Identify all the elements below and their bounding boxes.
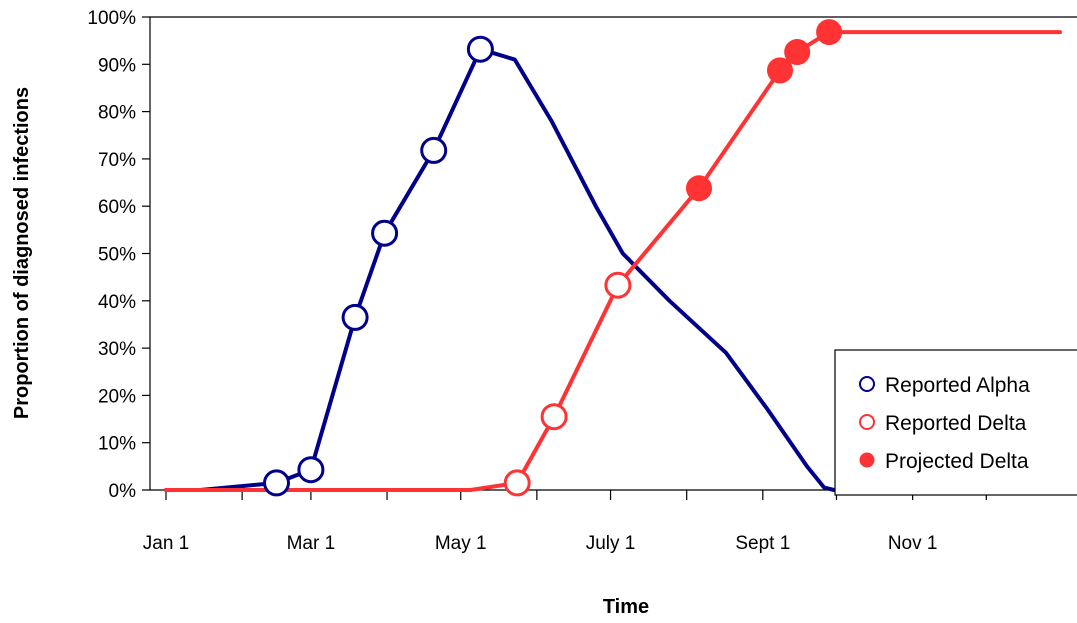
markers	[263, 19, 843, 497]
x-axis-title: Time	[603, 596, 649, 618]
x-tick-label: Mar 1	[287, 533, 336, 554]
alpha-curve	[164, 47, 836, 492]
reported-alpha-point	[341, 303, 369, 331]
reported-alpha-point	[466, 35, 494, 63]
y-axis-title: Proportion of diagnosed infections	[11, 87, 33, 419]
delta-curve	[164, 30, 1062, 492]
y-tick-label: 80%	[98, 103, 136, 124]
reported-delta-point	[503, 469, 531, 497]
x-tick-label: Jan 1	[143, 533, 189, 554]
x-tick-label: Sept 1	[735, 533, 790, 554]
reported-alpha-point	[371, 219, 399, 247]
legend-label-projected-delta: Projected Delta	[885, 450, 1029, 473]
projected-delta-point	[686, 175, 712, 202]
reported-delta-point	[540, 403, 568, 431]
y-tick-label: 50%	[98, 245, 136, 266]
y-tick-label: 40%	[98, 292, 136, 313]
legend-box	[834, 349, 1077, 496]
legend-marker-reported-alpha	[859, 376, 875, 392]
y-tick-label: 60%	[98, 197, 136, 218]
reported-alpha-point	[263, 469, 290, 497]
reported-alpha-point	[297, 456, 325, 484]
y-tick-label: 0%	[109, 481, 137, 502]
projected-delta-point	[784, 39, 811, 65]
x-tick-label: Nov 1	[888, 533, 938, 554]
legend-label-reported-delta: Reported Delta	[885, 412, 1027, 435]
y-tick-label: 10%	[98, 434, 136, 455]
reported-alpha-point	[420, 136, 448, 164]
y-tick-label: 100%	[87, 8, 136, 29]
x-tick-label: July 1	[586, 533, 636, 554]
legend-label-reported-alpha: Reported Alpha	[885, 374, 1030, 397]
y-tick-label: 20%	[98, 386, 136, 407]
y-axis: 0% 10% 20% 30% 40% 50% 60% 70% 80% 90% 100%	[87, 8, 150, 502]
legend-marker-projected-delta	[859, 452, 875, 468]
legend: Reported Alpha Reported Delta Projected De…	[834, 349, 1077, 496]
legend-marker-reported-delta	[859, 414, 875, 430]
y-tick-label: 90%	[98, 55, 136, 76]
y-tick-label: 30%	[98, 339, 136, 360]
x-tick-label: May 1	[435, 533, 487, 554]
y-tick-label: 70%	[98, 150, 136, 171]
projected-delta-point	[767, 57, 793, 84]
x-axis: Jan 1 Mar 1 May 1 July 1 Sept 1 Nov 1	[143, 490, 987, 554]
reported-delta-point	[604, 271, 632, 299]
projected-delta-point	[816, 19, 843, 46]
